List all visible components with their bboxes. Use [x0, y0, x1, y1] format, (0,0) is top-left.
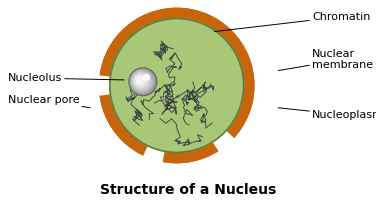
Text: Chromatin: Chromatin — [214, 12, 370, 32]
Wedge shape — [100, 8, 254, 163]
Circle shape — [110, 19, 244, 152]
Circle shape — [135, 76, 145, 85]
Circle shape — [110, 19, 244, 152]
Text: Structure of a Nucleus: Structure of a Nucleus — [100, 183, 276, 197]
Wedge shape — [143, 144, 164, 163]
Text: Nucleoplasm: Nucleoplasm — [278, 108, 376, 120]
Circle shape — [132, 72, 150, 90]
Circle shape — [115, 24, 238, 147]
Circle shape — [143, 74, 149, 80]
Text: Nuclear
membrane: Nuclear membrane — [278, 49, 373, 71]
Wedge shape — [98, 76, 112, 95]
Circle shape — [134, 74, 148, 88]
Circle shape — [130, 69, 155, 94]
Circle shape — [131, 70, 153, 92]
Text: Nucleolus: Nucleolus — [8, 73, 124, 83]
Circle shape — [129, 68, 157, 96]
Text: Nuclear pore: Nuclear pore — [8, 95, 90, 108]
Wedge shape — [212, 130, 235, 152]
Circle shape — [100, 8, 254, 163]
Circle shape — [137, 77, 143, 83]
